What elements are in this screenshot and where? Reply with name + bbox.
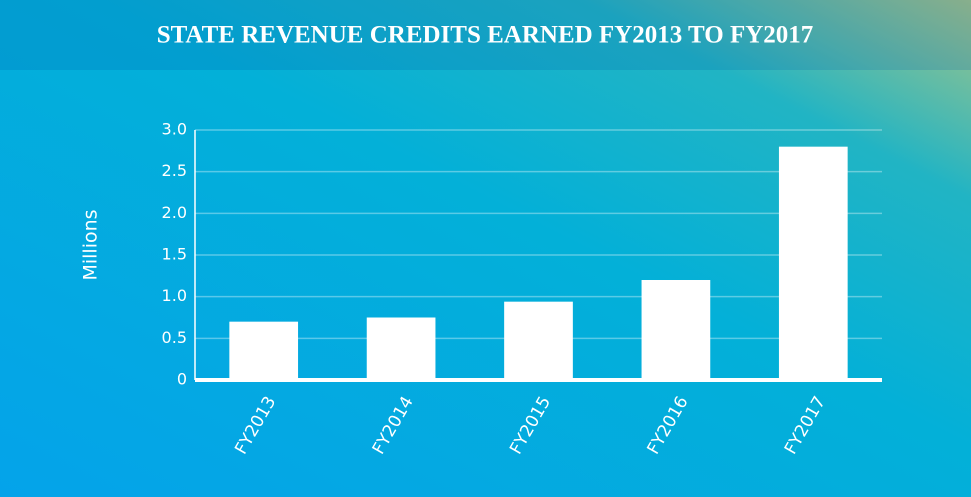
title-bar xyxy=(0,0,971,70)
bar xyxy=(366,317,436,380)
y-axis-label: Millions xyxy=(80,209,102,280)
y-tick-label: 0.5 xyxy=(162,328,187,347)
bar xyxy=(229,321,299,380)
bar xyxy=(778,146,848,380)
y-tick-label: 0 xyxy=(177,370,187,389)
y-tick-label: 1.5 xyxy=(162,245,187,264)
bar xyxy=(641,280,711,380)
y-tick-label: 1.0 xyxy=(162,286,187,305)
y-tick-label: 2.5 xyxy=(162,161,187,180)
bar xyxy=(504,301,573,380)
chart-title: STATE REVENUE CREDITS EARNED FY2013 TO F… xyxy=(157,22,814,49)
y-tick-label: 2.0 xyxy=(162,203,187,222)
y-tick-label: 3.0 xyxy=(162,120,187,139)
